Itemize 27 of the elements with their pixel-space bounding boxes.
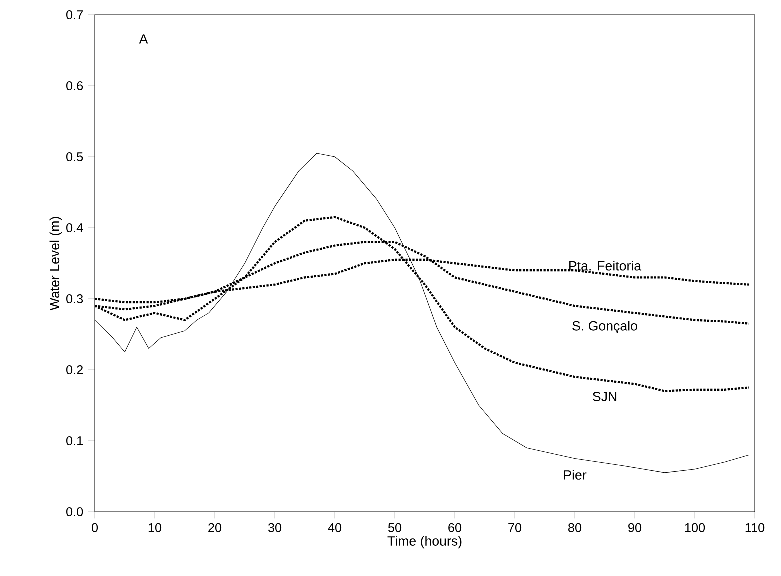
x-tick-label: 70 [508,523,522,532]
x-tick-label: 90 [628,523,642,532]
x-tick-label: 0 [92,523,98,532]
annotation: A [139,34,148,44]
x-tick-label: 20 [208,523,222,532]
y-tick-label: 0.5 [66,152,84,162]
series-label: Pier [564,470,587,480]
x-axis-title: Time (hours) [388,536,462,549]
series-label: Pta. Feitoria [570,260,642,271]
y-tick-label: 0.2 [66,366,83,374]
x-tick-label: 10 [148,523,162,532]
x-tick-label: 50 [388,523,402,532]
y-tick-label: 0.4 [66,224,84,232]
x-tick-label: 80 [568,523,582,532]
y-tick-label: 0.0 [66,508,84,516]
y-tick-label: 0.7 [66,10,83,20]
x-tick-label: 30 [268,523,282,532]
y-tick-label: 0.6 [66,82,84,90]
y-axis-title: Water Level (m) [50,217,62,311]
x-tick-label: 110 [746,523,765,532]
series-label: SJN [593,392,617,402]
x-tick-label: 40 [328,523,342,532]
x-tick-label: 100 [685,523,706,532]
y-tick-label: 0.3 [66,294,84,304]
x-tick-label: 60 [448,523,462,532]
series-label: S. Gonçalo [572,321,638,334]
y-tick-label: 0.1 [66,436,83,446]
